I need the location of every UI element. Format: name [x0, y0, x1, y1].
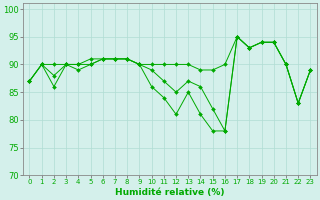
X-axis label: Humidité relative (%): Humidité relative (%) — [115, 188, 225, 197]
